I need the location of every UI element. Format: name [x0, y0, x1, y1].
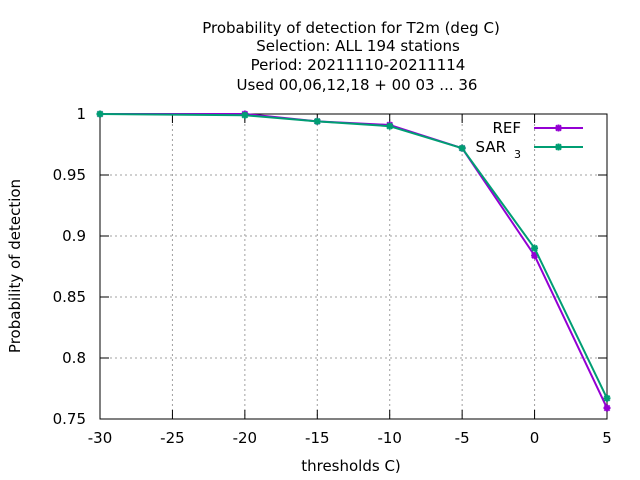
data-point-sar3	[241, 111, 249, 119]
data-point-ref	[603, 404, 611, 412]
y-tick-label: 0.9	[62, 227, 86, 245]
y-tick-label: 1	[76, 105, 86, 123]
legend-entry-ref: REF	[492, 119, 583, 137]
series	[96, 110, 611, 412]
y-tick-label: 0.85	[53, 288, 86, 306]
y-tick-label: 0.8	[62, 349, 86, 367]
x-tick-label: 5	[602, 429, 612, 447]
chart-title: Probability of detection for T2m (deg C)…	[202, 19, 500, 94]
title-line-3: Period: 20211110-20211114	[251, 56, 466, 74]
ticks: -30 -25 -20 -15 -10 -5 0 5 0.75 0.8 0.85 0.9 0.95 1	[53, 105, 612, 447]
legend-point-ref	[555, 124, 562, 132]
grid	[100, 114, 607, 419]
x-tick-label: 0	[530, 429, 540, 447]
data-point-sar3	[313, 117, 321, 125]
plot-border	[99, 113, 608, 420]
legend-point-sar3	[555, 143, 562, 151]
data-point-sar3	[458, 144, 466, 152]
y-tick-label: 0.75	[53, 410, 86, 428]
title-line-2: Selection: ALL 194 stations	[256, 37, 460, 55]
x-tick-label: -10	[377, 429, 402, 447]
legend-marker-ref	[555, 124, 562, 132]
x-tick-label: -20	[233, 429, 258, 447]
data-point-sar3	[96, 110, 104, 118]
legend: REF SAR 3	[476, 119, 583, 161]
legend-label-sar3-subscript: 3	[514, 148, 521, 161]
x-tick-label: -30	[88, 429, 113, 447]
x-tick-label: -15	[305, 429, 330, 447]
series-line-ref	[100, 113, 608, 409]
data-point-sar3	[386, 122, 394, 130]
legend-label-ref: REF	[492, 119, 521, 137]
data-point-sar3	[531, 244, 539, 252]
legend-label-sar3: SAR	[476, 138, 506, 156]
y-tick-label: 0.95	[53, 166, 86, 184]
x-tick-label: -25	[160, 429, 185, 447]
axes	[99, 113, 608, 420]
title-line-1: Probability of detection for T2m (deg C)	[202, 19, 500, 37]
x-axis-label: thresholds C)	[301, 457, 401, 475]
legend-entry-sar3: SAR 3	[476, 138, 583, 161]
legend-marker-sar3	[555, 143, 562, 151]
y-axis-label: Probability of detection	[6, 179, 24, 353]
data-point-sar3	[603, 394, 611, 402]
x-tick-label: -5	[455, 429, 470, 447]
title-line-4: Used 00,06,12,18 + 00 03 ... 36	[237, 76, 478, 94]
series-line-sar3	[99, 113, 608, 399]
